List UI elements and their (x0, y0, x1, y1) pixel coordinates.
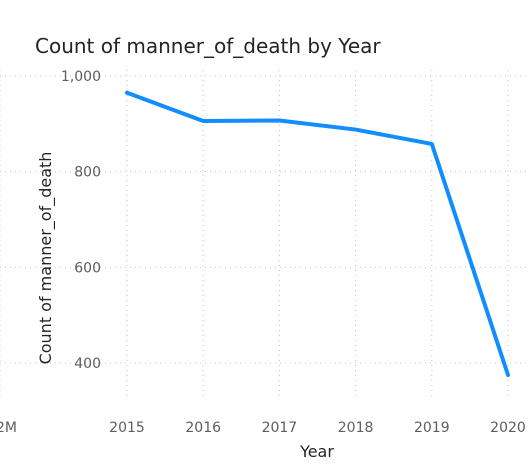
grid-lines (0, 70, 530, 400)
x-axis-title: Year (299, 442, 334, 461)
y-tick-label: 1,000 (61, 69, 101, 85)
x-tick-label: 2017 (262, 420, 298, 436)
x-tick-label: 2016 (185, 420, 221, 436)
x-axis-ticks: 2015 2016 2017 2018 2019 2020 (109, 420, 526, 436)
y-tick-label: 800 (74, 165, 101, 181)
y-tick-label: 600 (74, 260, 101, 276)
x-tick-label: 2018 (338, 420, 374, 436)
x-tick-label: 2019 (414, 420, 450, 436)
x-tick-label: 2020 (490, 420, 526, 436)
partial-x-tick-label: 2M (0, 420, 17, 436)
y-axis-ticks: 400 600 800 1,000 (61, 69, 101, 372)
series-lines (125, 90, 510, 377)
series-line (125, 90, 510, 377)
y-tick-label: 400 (74, 356, 101, 372)
y-axis-title: Count of manner_of_death (36, 152, 56, 365)
x-tick-label: 2015 (109, 420, 145, 436)
chart-title: Count of manner_of_death by Year (35, 34, 381, 58)
